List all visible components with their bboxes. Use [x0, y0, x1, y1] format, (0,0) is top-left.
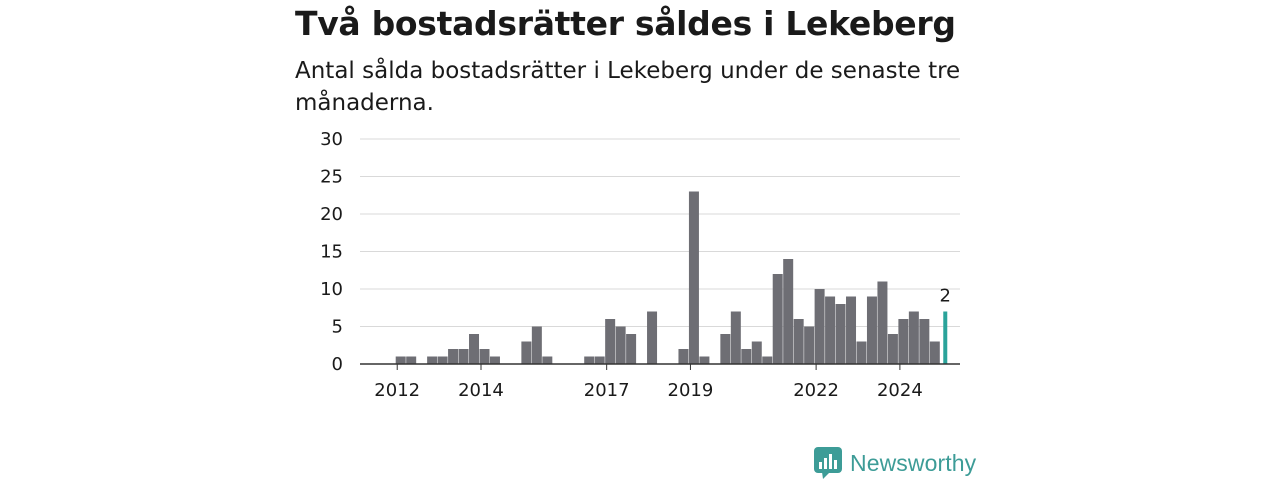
y-tick-label: 30 [320, 129, 343, 150]
x-tick-label: 2014 [458, 380, 504, 401]
newsworthy-brand: Newsworthy [814, 447, 976, 479]
bar [584, 356, 595, 364]
bar [730, 311, 741, 364]
newsworthy-logo-icon [814, 447, 842, 479]
y-tick-label: 25 [320, 167, 343, 188]
bar [542, 356, 553, 364]
y-tick-label: 5 [332, 317, 343, 338]
bar [605, 319, 616, 364]
gridlines [360, 138, 960, 327]
bar [741, 349, 752, 364]
bar [877, 281, 888, 364]
bar [866, 296, 877, 364]
bar [793, 319, 804, 364]
bar [783, 259, 794, 364]
x-tick-label: 2019 [668, 380, 714, 401]
y-tick-label: 0 [332, 354, 343, 375]
bar [814, 289, 825, 364]
bar [919, 319, 930, 364]
bar [469, 334, 480, 364]
bar [479, 349, 490, 364]
bar [720, 334, 731, 364]
x-axis-ticks: 2012 2014 2017 2019 2022 2024 [374, 364, 923, 401]
bar [458, 349, 469, 364]
brand-name: Newsworthy [850, 449, 977, 476]
bar [437, 356, 448, 364]
y-tick-label: 20 [320, 204, 343, 225]
y-tick-label: 10 [320, 279, 343, 300]
bar [835, 304, 846, 364]
bar [772, 274, 783, 364]
highlight-bar [943, 311, 948, 364]
x-tick-label: 2017 [584, 380, 630, 401]
bar [427, 356, 438, 364]
chart-subtitle: Antal sålda bostadsrätter i Lekeberg und… [295, 58, 961, 116]
bar [647, 311, 658, 364]
bar [908, 311, 919, 364]
bar [762, 356, 773, 364]
bar [395, 356, 406, 364]
x-tick-label: 2012 [374, 380, 420, 401]
bar [929, 341, 940, 364]
x-tick-label: 2022 [793, 380, 839, 401]
bar [898, 319, 909, 364]
y-tick-label: 15 [320, 242, 343, 263]
bar [846, 296, 857, 364]
bar [594, 356, 605, 364]
y-axis-ticks: 0 5 10 15 20 25 30 [320, 129, 343, 375]
bar [825, 296, 836, 364]
bar [887, 334, 898, 364]
bar [626, 334, 637, 364]
bar [699, 356, 710, 364]
bar [448, 349, 459, 364]
bar [406, 356, 417, 364]
bar [521, 341, 532, 364]
highlight-value-label: 2 [940, 286, 951, 307]
bars [395, 191, 948, 364]
bar [531, 326, 542, 364]
bar [688, 191, 699, 364]
x-tick-label: 2024 [877, 380, 923, 401]
bar [678, 349, 689, 364]
chart-title: Två bostadsrätter såldes i Lekeberg [295, 4, 956, 43]
bar [615, 326, 626, 364]
bar [489, 356, 500, 364]
bar [804, 326, 815, 364]
bar [856, 341, 867, 364]
bar [751, 341, 762, 364]
